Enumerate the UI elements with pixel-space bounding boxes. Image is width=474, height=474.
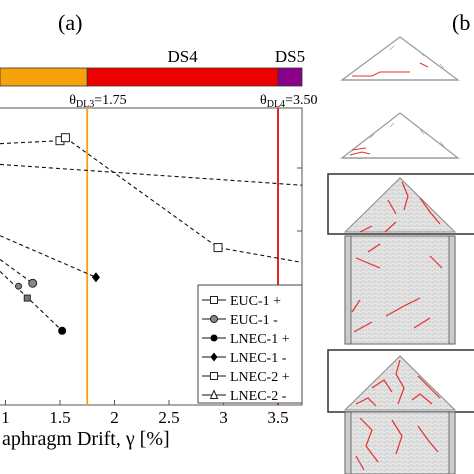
legend-label-5: LNEC-2 - bbox=[230, 389, 287, 404]
legend-marker-5 bbox=[209, 389, 219, 399]
legend-label-1: EUC-1 - bbox=[230, 313, 278, 328]
roof-outline-2 bbox=[340, 112, 460, 159]
legend-label-0: EUC-1 + bbox=[230, 294, 281, 309]
threshold-label-0: θDL3=1.75 bbox=[69, 93, 126, 110]
series-line-2 bbox=[0, 270, 63, 332]
series-line-1 bbox=[0, 259, 34, 284]
plot-frame bbox=[0, 107, 303, 406]
series-line-3 bbox=[0, 235, 97, 278]
x-tick-label-2: 2 bbox=[110, 408, 119, 427]
data-series bbox=[0, 133, 303, 335]
building-elevation-1 bbox=[327, 173, 474, 345]
legend-marker-2 bbox=[210, 334, 218, 342]
legend-marker-0 bbox=[210, 296, 218, 304]
panel-label-a: (a) bbox=[58, 10, 82, 35]
damage-state-segment-2 bbox=[277, 67, 303, 87]
legend-items: EUC-1 + EUC-1 - LNEC-1 + LNEC-1 - LNEC-2 + LN… bbox=[202, 294, 290, 404]
damage-state-segment-0 bbox=[0, 67, 88, 87]
series-1-point-1 bbox=[28, 278, 38, 288]
threshold-label-1: θDL4=3.50 bbox=[260, 93, 317, 110]
series-4-point-0 bbox=[60, 133, 70, 143]
legend-marker-4 bbox=[210, 372, 218, 380]
series-line-4 bbox=[65, 137, 303, 263]
drift-plot: 1 1.5 2 2.5 3 3.5 θDL3=1.75 θDL4=3.50 bbox=[0, 93, 317, 427]
building-elevation-2 bbox=[327, 349, 474, 474]
x-tick-label-3: 2.5 bbox=[158, 408, 179, 427]
x-tick-label-5: 3.5 bbox=[267, 408, 288, 427]
legend-label-3: LNEC-1 - bbox=[230, 351, 287, 366]
damage-state-label-1: DS4 bbox=[168, 47, 199, 66]
extra-point-1 bbox=[23, 294, 31, 302]
damage-state-label-2: DS5 bbox=[275, 47, 305, 66]
x-tick-label-0: 1 bbox=[1, 408, 10, 427]
damage-state-segment-1 bbox=[86, 67, 279, 87]
x-tick-label-4: 3 bbox=[219, 408, 228, 427]
series-2-point-1 bbox=[58, 326, 67, 335]
legend-label-2: LNEC-1 + bbox=[230, 332, 290, 347]
series-4-point-1 bbox=[213, 243, 223, 253]
panel-label-b: (b bbox=[452, 10, 470, 35]
x-tick-label-1: 1.5 bbox=[49, 408, 70, 427]
damage-state-band: DS4 DS5 bbox=[0, 47, 305, 87]
legend-marker-1 bbox=[210, 315, 218, 323]
series-line-0 bbox=[0, 140, 60, 145]
axis-ticks: 1 1.5 2 2.5 3 3.5 bbox=[1, 167, 302, 427]
legend-box bbox=[197, 284, 303, 404]
panel-b-diagrams bbox=[327, 36, 474, 474]
legend-label-4: LNEC-2 + bbox=[230, 370, 290, 385]
extra-point-0 bbox=[15, 282, 23, 290]
legend: EUC-1 + EUC-1 - LNEC-1 + LNEC-1 - LNEC-2 + LN… bbox=[197, 284, 303, 404]
x-axis-label: aphragm Drift, γ [%] bbox=[2, 428, 170, 450]
series-line-5 bbox=[0, 163, 303, 186]
series-3-point-1 bbox=[91, 272, 100, 283]
roof-outline-1 bbox=[340, 36, 460, 81]
legend-marker-3 bbox=[210, 352, 218, 362]
